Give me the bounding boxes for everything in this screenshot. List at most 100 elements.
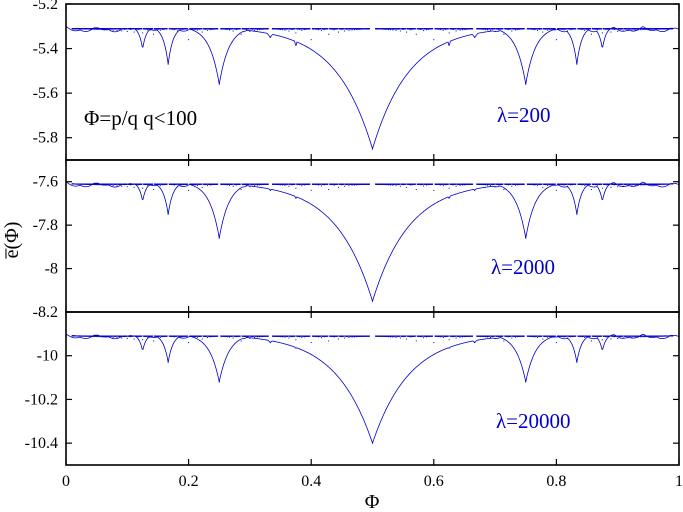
- data-point: [169, 28, 171, 30]
- data-point: [575, 28, 577, 30]
- data-point: [198, 28, 200, 30]
- data-point: [181, 28, 183, 30]
- data-point: [348, 185, 350, 187]
- data-point: [448, 32, 450, 34]
- data-point: [157, 28, 159, 30]
- data-point: [162, 184, 164, 186]
- data-point: [288, 185, 290, 187]
- data-point: [296, 28, 298, 30]
- data-point: [506, 28, 508, 30]
- data-point: [449, 28, 451, 30]
- data-point: [539, 28, 541, 30]
- data-point: [448, 187, 450, 189]
- data-point: [459, 29, 461, 31]
- data-point: [147, 29, 149, 31]
- data-point: [173, 29, 175, 31]
- data-point: [173, 184, 175, 186]
- data-point: [159, 185, 161, 187]
- data-point: [638, 28, 640, 30]
- data-point: [407, 28, 409, 30]
- data-point: [406, 186, 408, 188]
- data-point: [320, 28, 322, 30]
- data-point: [213, 28, 215, 30]
- data-point: [337, 28, 339, 30]
- data-point: [570, 184, 572, 186]
- data-point: [306, 28, 308, 30]
- data-point: [332, 28, 334, 30]
- data-point: [317, 28, 319, 30]
- data-point: [574, 28, 576, 30]
- data-point: [92, 28, 94, 30]
- data-point: [489, 29, 491, 31]
- data-point: [77, 28, 79, 30]
- data-point: [350, 28, 352, 30]
- data-point: [297, 28, 299, 30]
- data-point: [604, 28, 606, 30]
- data-point: [625, 28, 627, 30]
- data-point: [387, 28, 389, 30]
- data-point: [544, 28, 546, 30]
- data-point: [146, 28, 148, 30]
- data-point: [90, 28, 92, 30]
- data-point: [89, 28, 91, 30]
- data-point: [209, 28, 211, 30]
- data-point: [159, 29, 161, 31]
- data-point: [383, 28, 385, 30]
- data-point: [494, 30, 496, 32]
- data-point: [392, 28, 394, 30]
- data-point: [566, 28, 568, 30]
- data-point: [121, 30, 123, 32]
- data-point: [649, 28, 651, 30]
- data-point: [211, 28, 213, 30]
- data-point: [223, 28, 225, 30]
- data-point: [359, 28, 361, 30]
- data-point: [627, 185, 629, 187]
- data-point: [98, 28, 100, 30]
- data-point: [622, 185, 624, 187]
- data-point: [480, 28, 482, 30]
- data-point: [97, 28, 99, 30]
- data-point: [652, 28, 654, 30]
- data-point: [614, 28, 616, 30]
- data-point: [459, 184, 461, 186]
- data-point: [341, 28, 343, 30]
- data-point: [420, 28, 422, 30]
- data-point: [341, 28, 343, 30]
- data-point: [162, 28, 164, 30]
- data-point: [639, 28, 641, 30]
- data-point: [612, 28, 614, 30]
- data-point: [128, 28, 130, 30]
- data-point: [498, 29, 500, 31]
- data-point: [401, 28, 403, 30]
- data-point: [152, 28, 154, 30]
- data-point: [500, 28, 502, 30]
- data-point: [596, 28, 598, 30]
- data-point: [516, 28, 518, 30]
- data-point: [549, 28, 551, 30]
- data-point: [489, 185, 491, 187]
- data-point: [131, 28, 133, 30]
- data-point: [438, 28, 440, 30]
- data-point: [464, 28, 466, 30]
- data-point: [617, 28, 619, 30]
- data-point: [620, 28, 622, 30]
- data-point: [492, 28, 494, 30]
- data-point: [404, 28, 406, 30]
- data-point: [557, 28, 559, 30]
- data-point: [319, 28, 321, 30]
- data-point: [333, 184, 335, 186]
- data-point: [414, 28, 416, 30]
- data-point: [623, 28, 625, 30]
- data-point: [126, 186, 128, 188]
- data-point: [450, 28, 452, 30]
- data-point: [515, 29, 517, 31]
- data-point: [634, 29, 636, 31]
- data-point: [283, 28, 285, 30]
- data-point: [411, 28, 413, 30]
- data-point: [108, 28, 110, 30]
- data-point: [423, 185, 425, 187]
- data-point: [636, 28, 638, 30]
- data-point: [642, 184, 644, 186]
- data-point: [612, 28, 614, 30]
